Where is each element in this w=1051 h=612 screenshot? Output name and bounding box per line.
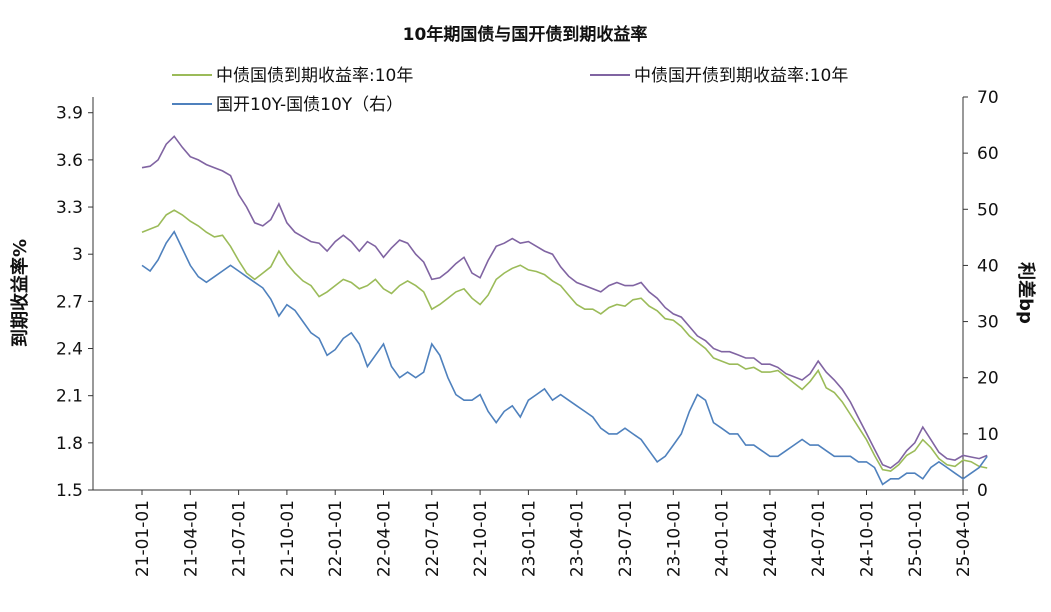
chart-title: 10年期国债与国开债到期收益率 — [403, 24, 648, 45]
legend: 中债国债到期收益率:10年 中债国开债到期收益率:10年 国开10Y-国债10Y… — [172, 66, 848, 115]
right-axis-label: 利差bp — [1015, 262, 1037, 324]
left-ticks: 3.9 3.6 3.3 3 2.7 2.4 2.1 1.8 1.5 — [56, 104, 93, 501]
x-tick-label: 21-10-01 — [278, 500, 298, 577]
x-tick-label: 25-01-01 — [906, 500, 926, 577]
x-tick-label: 24-10-01 — [858, 500, 878, 577]
x-tick-label: 25-04-01 — [954, 500, 974, 577]
x-tick-label: 24-01-01 — [713, 500, 733, 577]
legend-label-govt: 中债国债到期收益率:10年 — [216, 66, 413, 86]
right-tick-label: 40 — [977, 256, 999, 276]
series-line-spread — [141, 230, 988, 486]
x-tick-label: 23-01-01 — [519, 500, 539, 577]
series-line-cdb-10y — [141, 135, 988, 469]
right-tick-label: 0 — [977, 481, 988, 501]
right-ticks: 70 60 50 40 30 20 10 0 — [963, 88, 999, 501]
left-tick-label: 2.1 — [56, 387, 83, 407]
left-tick-label: 3.6 — [56, 151, 83, 171]
right-tick-label: 50 — [977, 200, 999, 220]
x-tick-label: 21-04-01 — [181, 500, 201, 577]
x-tick-label: 24-04-01 — [761, 500, 781, 577]
axes — [92, 97, 964, 491]
x-tick-label: 22-07-01 — [423, 500, 443, 577]
x-tick-label: 23-07-01 — [616, 500, 636, 577]
right-tick-label: 60 — [977, 144, 999, 164]
left-tick-label: 1.8 — [56, 434, 83, 454]
x-tick-label: 22-10-01 — [471, 500, 491, 577]
left-tick-label: 3.9 — [56, 104, 83, 124]
right-tick-label: 30 — [977, 313, 999, 333]
x-tick-label: 24-07-01 — [809, 500, 829, 577]
right-tick-label: 10 — [977, 425, 999, 445]
right-tick-label: 20 — [977, 369, 999, 389]
legend-label-spread: 国开10Y-国债10Y（右） — [216, 95, 403, 115]
plot-lines — [141, 135, 988, 486]
x-tick-label: 22-04-01 — [375, 500, 395, 577]
left-tick-label: 3.3 — [56, 198, 83, 218]
left-tick-label: 1.5 — [56, 481, 83, 501]
x-tick-label: 23-04-01 — [568, 500, 588, 577]
series-line-govt-10y — [141, 209, 988, 472]
x-tick-label: 23-10-01 — [664, 500, 684, 577]
x-tick-label: 22-01-01 — [326, 500, 346, 577]
x-tick-label: 21-07-01 — [230, 500, 250, 577]
left-tick-label: 3 — [72, 245, 83, 265]
left-axis-label: 到期收益率% — [9, 239, 31, 347]
left-tick-label: 2.7 — [56, 292, 83, 312]
right-tick-label: 70 — [977, 88, 999, 108]
x-ticks: 21-01-01 21-04-01 21-07-01 21-10-01 22-01-01… — [133, 490, 974, 577]
x-tick-label: 21-01-01 — [133, 500, 153, 577]
legend-label-cdb: 中债国开债到期收益率:10年 — [634, 66, 848, 86]
left-tick-label: 2.4 — [56, 340, 83, 360]
